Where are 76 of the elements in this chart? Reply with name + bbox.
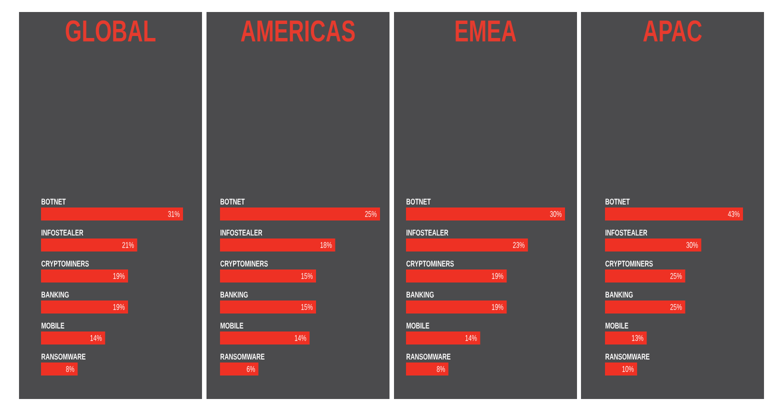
bar <box>41 331 106 344</box>
data-label: 19% <box>492 273 504 279</box>
bar <box>406 207 565 220</box>
bar <box>605 238 702 252</box>
data-label: 25% <box>365 211 377 217</box>
bar <box>605 331 647 344</box>
data-label: 21% <box>122 242 134 248</box>
bar <box>41 362 78 376</box>
y-tick-label: CRYPTOMINERS <box>41 260 89 267</box>
data-label: 30% <box>686 242 698 248</box>
chart-title: GLOBAL <box>66 20 156 42</box>
data-label: 14% <box>465 335 477 341</box>
y-tick-label: RANSOMWARE <box>606 354 650 360</box>
data-label: 19% <box>492 304 504 310</box>
bar <box>406 362 448 376</box>
y-tick-label: INFOSTEALER <box>606 230 648 236</box>
data-label: 10% <box>622 366 634 372</box>
bar <box>220 300 316 314</box>
data-label: 31% <box>168 211 180 217</box>
chart-title: AMERICAS <box>240 20 355 42</box>
bar <box>406 238 528 252</box>
data-label: 43% <box>728 211 740 217</box>
bar <box>406 269 507 282</box>
bar <box>220 362 258 376</box>
y-tick-label: BOTNET <box>42 198 66 205</box>
bar <box>406 300 507 314</box>
y-tick-label: INFOSTEALER <box>42 230 84 236</box>
data-label: 19% <box>113 304 125 310</box>
data-label: 15% <box>301 304 313 310</box>
bar <box>220 207 380 220</box>
y-tick-label: INFOSTEALER <box>220 230 262 236</box>
y-tick-label: CRYPTOMINERS <box>406 260 454 267</box>
y-tick-label: MOBILE <box>606 322 628 329</box>
data-label: 14% <box>294 335 306 341</box>
y-tick-label: BANKING <box>406 292 434 298</box>
bar <box>220 331 310 344</box>
data-label: 30% <box>550 211 562 217</box>
bar <box>605 269 686 282</box>
y-tick-label: BOTNET <box>406 198 431 205</box>
y-tick-label: BANKING <box>42 292 69 298</box>
bar <box>605 362 638 376</box>
bar <box>605 300 686 314</box>
y-tick-label: INFOSTEALER <box>406 230 448 236</box>
data-label: 6% <box>246 366 255 372</box>
y-tick-label: MOBILE <box>406 322 430 329</box>
data-label: 8% <box>66 366 74 372</box>
bar <box>41 300 128 314</box>
y-tick-label: BANKING <box>606 292 633 298</box>
y-tick-label: RANSOMWARE <box>406 354 450 360</box>
bar <box>220 269 316 282</box>
y-tick-label: RANSOMWARE <box>220 354 264 360</box>
data-label: 13% <box>632 335 644 341</box>
y-tick-label: BANKING <box>220 292 248 298</box>
y-tick-label: CRYPTOMINERS <box>220 260 268 267</box>
data-label: 25% <box>670 304 682 310</box>
y-tick-label: RANSOMWARE <box>42 354 86 360</box>
data-label: 25% <box>670 273 682 279</box>
chart-title: APAC <box>643 20 702 42</box>
data-label: 15% <box>301 273 313 279</box>
data-label: 18% <box>320 242 332 248</box>
chart-title: EMEA <box>456 20 516 42</box>
y-tick-label: MOBILE <box>220 322 244 329</box>
y-tick-label: BOTNET <box>220 198 245 205</box>
bar <box>41 207 184 220</box>
bar <box>41 269 128 282</box>
data-label: 23% <box>513 242 524 248</box>
y-tick-label: MOBILE <box>42 322 64 329</box>
data-label: 19% <box>113 273 125 279</box>
bar <box>220 238 336 252</box>
bar <box>41 238 138 252</box>
data-label: 8% <box>436 366 445 372</box>
bar <box>406 331 480 344</box>
bar <box>605 207 743 220</box>
y-tick-label: CRYPTOMINERS <box>605 260 653 267</box>
data-label: 14% <box>90 335 102 341</box>
y-tick-label: BOTNET <box>606 198 630 205</box>
